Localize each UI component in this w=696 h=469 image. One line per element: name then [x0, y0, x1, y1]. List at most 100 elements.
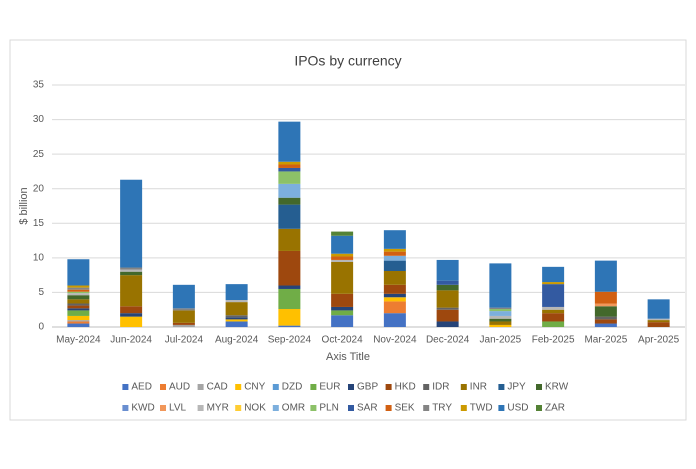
bar-segment	[278, 161, 301, 165]
x-tick-label: Feb-2025	[532, 335, 575, 346]
bar-segment	[542, 321, 565, 327]
bar-segment	[383, 313, 406, 327]
legend-swatch	[197, 405, 204, 411]
legend-swatch	[536, 384, 542, 390]
bar-segment	[331, 235, 354, 254]
legend-label: OMR	[282, 403, 305, 414]
bar-segment	[542, 309, 565, 314]
legend-label: PLN	[319, 403, 338, 414]
legend-label: INR	[470, 382, 487, 393]
bar-segment	[67, 323, 90, 327]
bar-segment	[489, 309, 512, 312]
bar-segment	[225, 317, 248, 320]
legend-label: HKD	[395, 382, 416, 393]
bar-segment	[67, 291, 90, 294]
bar-segment	[120, 179, 143, 268]
bar-segment	[594, 316, 617, 320]
x-tick-label: Dec-2024	[426, 335, 470, 346]
legend-label: NOK	[244, 403, 266, 414]
legend-swatch	[498, 384, 505, 390]
bar-segment	[594, 303, 617, 307]
legend-label: TWD	[470, 403, 493, 414]
bar-segment	[383, 293, 406, 298]
bar-segment	[489, 315, 512, 319]
bar-segment	[542, 284, 565, 307]
y-tick-label: 20	[33, 183, 45, 194]
bar-segment	[436, 321, 459, 327]
bar-segment	[225, 300, 248, 303]
bar-segment	[67, 295, 90, 300]
legend-swatch	[272, 405, 279, 411]
bar-segment	[67, 293, 90, 296]
x-tick-label: Mar-2025	[584, 335, 627, 346]
bar-segment	[225, 284, 248, 301]
bar-segment	[120, 316, 143, 327]
y-axis-title: $ billion	[18, 187, 30, 224]
legend-label: KWD	[131, 403, 154, 414]
bar-segment	[67, 310, 90, 316]
legend-swatch	[498, 405, 505, 411]
legend-swatch	[348, 405, 354, 411]
x-tick-label: Jul-2024	[165, 335, 204, 346]
bar-segment	[278, 167, 301, 172]
bar-segment	[120, 269, 143, 272]
bar-segment	[436, 307, 459, 310]
bar-segment	[331, 259, 354, 263]
bar-segment	[489, 311, 512, 316]
x-tick-label: Jan-2025	[480, 335, 522, 346]
legend-swatch	[122, 384, 129, 390]
bar-segment	[278, 164, 301, 168]
bar-segment	[331, 310, 354, 316]
legend-label: ZAR	[545, 403, 565, 414]
legend-swatch	[160, 405, 166, 411]
bar-segment	[278, 325, 301, 327]
bar-segment	[278, 183, 301, 198]
legend-swatch	[460, 405, 467, 411]
bar-segment	[542, 313, 565, 322]
bar-segment	[594, 291, 617, 304]
bar-segment	[647, 322, 670, 327]
y-tick-label: 0	[38, 322, 44, 333]
legend-swatch	[536, 405, 542, 411]
bar-segment	[172, 284, 195, 309]
bar-segment	[489, 324, 512, 327]
legend-label: SEK	[395, 403, 415, 414]
bar-segment	[172, 324, 195, 327]
legend-label: IDR	[432, 382, 449, 393]
bar-segment	[225, 315, 248, 318]
bar-segment	[67, 315, 90, 321]
bar-segment	[383, 270, 406, 285]
bar-segment	[647, 320, 670, 323]
bar-segment	[278, 228, 301, 251]
bar-segment	[67, 289, 90, 292]
x-tick-label: Aug-2024	[215, 335, 259, 346]
legend-label: MYR	[207, 403, 229, 414]
legend-swatch	[272, 384, 279, 390]
bar-segment	[436, 290, 459, 308]
bar-segment	[383, 251, 406, 256]
legend-label: EUR	[319, 382, 340, 393]
bar-segment	[67, 285, 90, 288]
bar-segment	[67, 303, 90, 306]
legend-swatch	[460, 384, 467, 390]
legend-label: CAD	[207, 382, 228, 393]
x-tick-label: Sep-2024	[268, 335, 312, 346]
bar-segment	[278, 121, 301, 162]
bar-segment	[67, 320, 90, 322]
x-tick-label: Jun-2024	[110, 335, 152, 346]
bar-segment	[67, 308, 90, 311]
bar-segment	[172, 308, 195, 311]
bar-segment	[542, 266, 565, 283]
bar-segment	[436, 259, 459, 281]
legend-swatch	[423, 405, 430, 411]
bar-segment	[489, 307, 512, 310]
bar-segment	[120, 267, 143, 270]
legend-swatch	[310, 405, 317, 411]
bar-segment	[436, 309, 459, 322]
y-tick-label: 5	[38, 287, 44, 298]
bar-segment	[120, 271, 143, 276]
bar-segment	[383, 297, 406, 302]
legend-swatch	[423, 384, 430, 390]
bar-segment	[278, 285, 301, 289]
